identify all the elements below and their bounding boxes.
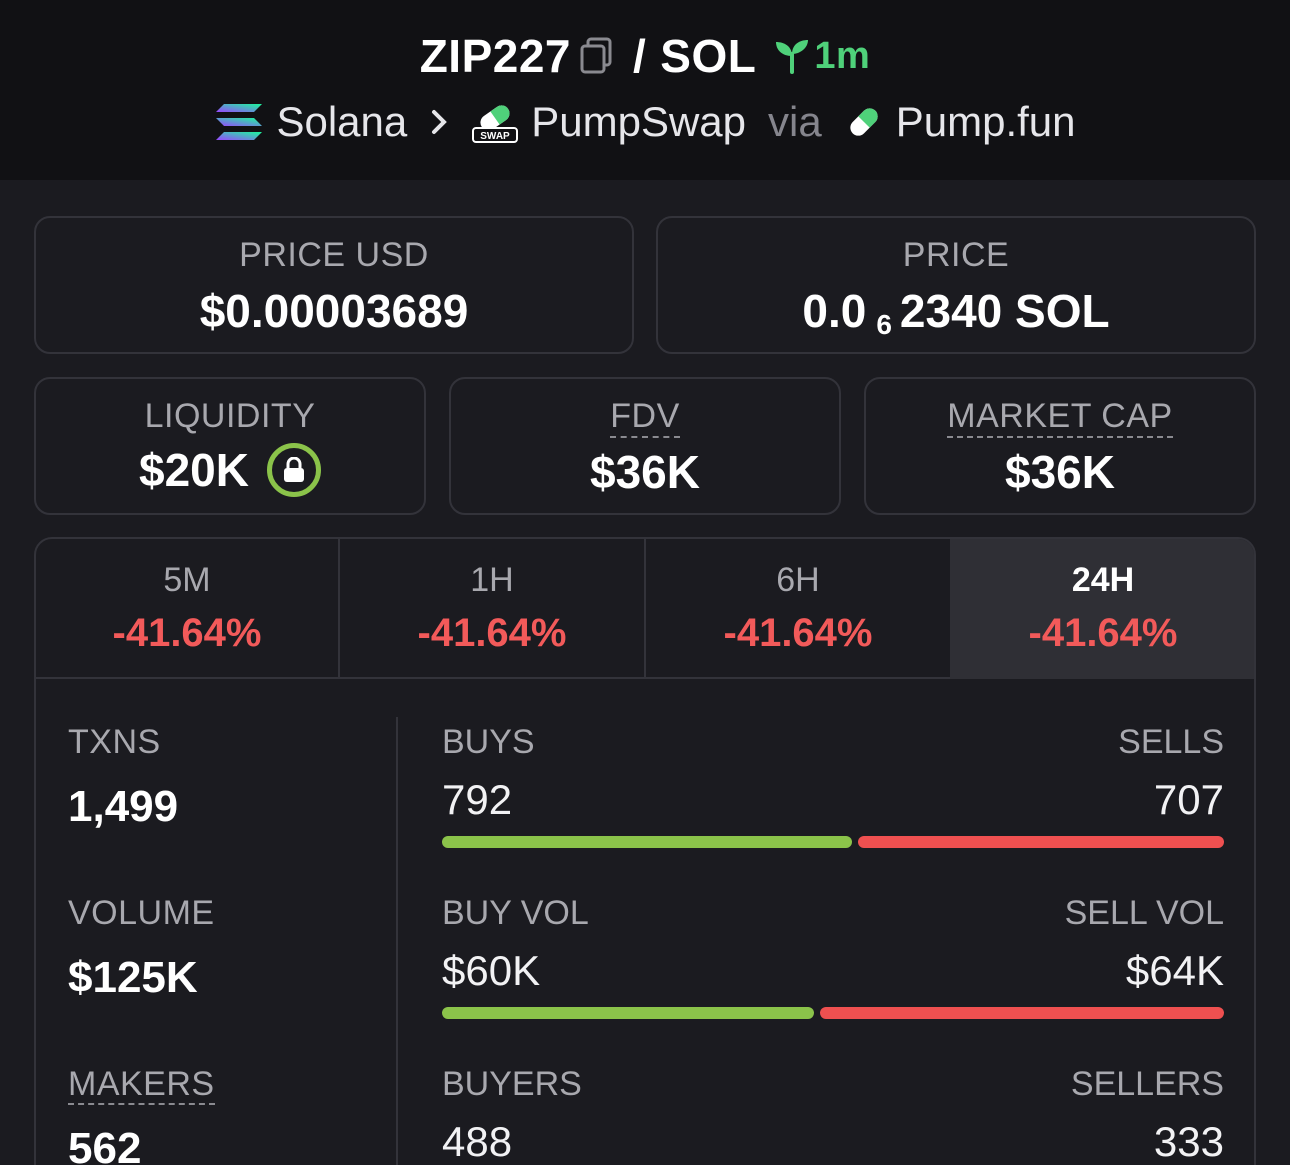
sell-vol-label: SELL VOL — [1064, 894, 1224, 932]
price-native-label: PRICE — [902, 236, 1010, 274]
tab-change: -41.64% — [723, 611, 873, 655]
breadcrumb: Solana SWAP PumpSwap via P — [0, 94, 1290, 150]
fdv-card: FDV $36K — [449, 377, 841, 515]
price-usd-value: $0.00003689 — [199, 285, 469, 337]
tab-label: 5M — [163, 561, 211, 599]
buys-label: BUYS — [442, 723, 535, 761]
pair-separator: / — [633, 30, 647, 82]
txns-value: 1,499 — [68, 782, 179, 831]
sprout-icon — [772, 36, 812, 76]
liquidity-card: LIQUIDITY $20K — [34, 377, 426, 515]
market-cap-label[interactable]: MARKET CAP — [866, 397, 1254, 438]
pair-header: ZIP227 / SOL 1m — [0, 0, 1290, 180]
sells-label: SELLS — [1118, 723, 1224, 761]
buy-vol-bar — [442, 1007, 814, 1019]
buys-sells-bar — [442, 836, 1224, 848]
solana-icon — [214, 102, 264, 142]
buy-bar — [442, 836, 852, 848]
timeframe-tabs: 5M -41.64% 1H -41.64% 6H -41.64% 24H -41… — [36, 539, 1254, 679]
sellers-label: SELLERS — [1070, 1065, 1224, 1103]
makers-value: 562 — [68, 1124, 142, 1165]
makers-label[interactable]: MAKERS — [68, 1065, 215, 1105]
copy-icon[interactable] — [579, 37, 613, 75]
liquidity-label: LIQUIDITY — [144, 397, 316, 435]
dex-link[interactable]: PumpSwap — [531, 98, 747, 145]
sell-bar — [858, 836, 1224, 848]
liquidity-value: $20K — [139, 444, 249, 496]
volume-label: VOLUME — [68, 894, 215, 932]
tab-6h[interactable]: 6H -41.64% — [644, 539, 950, 679]
sell-vol-value: $64K — [1125, 947, 1224, 994]
buys-value: 792 — [442, 776, 513, 823]
price-native-suffix: 2340 SOL — [899, 285, 1110, 337]
buy-vol-label: BUY VOL — [442, 894, 589, 932]
buyers-sellers-row: BUYERS SELLERS 488 333 — [442, 1065, 1224, 1165]
buyers-value: 488 — [442, 1118, 513, 1165]
chevron-right-icon — [429, 108, 449, 136]
age-text: 1m — [814, 34, 871, 77]
market-cap-card: MARKET CAP $36K — [864, 377, 1256, 515]
tab-change: -41.64% — [112, 611, 262, 655]
sell-vol-bar — [820, 1007, 1224, 1019]
sells-value: 707 — [1153, 776, 1224, 823]
token-symbol: ZIP227 — [419, 30, 572, 82]
buy-sell-volume-bar — [442, 1007, 1224, 1019]
volume-stat: VOLUME $125K — [68, 894, 215, 1003]
via-text: via — [768, 98, 822, 145]
tab-1h[interactable]: 1H -41.64% — [338, 539, 644, 679]
price-usd-label: PRICE USD — [239, 236, 429, 274]
buyers-label: BUYERS — [442, 1065, 582, 1103]
chain-link[interactable]: Solana — [276, 98, 408, 145]
stats-panel: 5M -41.64% 1H -41.64% 6H -41.64% 24H -41… — [34, 537, 1256, 1165]
liquidity-value-row: $20K — [36, 443, 424, 497]
price-usd-card: PRICE USD $0.00003689 — [34, 216, 634, 354]
pair-age: 1m — [772, 35, 870, 78]
tab-change: -41.64% — [417, 611, 567, 655]
pumpswap-icon: SWAP — [471, 100, 519, 144]
price-native-zero-count: 6 — [876, 309, 892, 340]
tab-label: 6H — [776, 561, 820, 599]
column-divider — [396, 717, 398, 1165]
swap-badge-text: SWAP — [481, 131, 511, 142]
market-cap-value: $36K — [1005, 446, 1115, 498]
launchpad-link[interactable]: Pump.fun — [895, 98, 1076, 145]
tab-label: 1H — [470, 561, 514, 599]
volume-value: $125K — [68, 953, 198, 1002]
tab-change: -41.64% — [1028, 611, 1178, 655]
quote-symbol: SOL — [660, 30, 757, 82]
buys-sells-row: BUYS SELLS 792 707 — [442, 723, 1224, 848]
txns-label: TXNS — [68, 723, 161, 761]
buy-sell-volume-row: BUY VOL SELL VOL $60K $64K — [442, 894, 1224, 1019]
price-native-prefix: 0.0 — [802, 285, 867, 337]
price-native-value: 0.0 6 2340 SOL — [658, 284, 1254, 340]
txns-stat: TXNS 1,499 — [68, 723, 178, 832]
sellers-value: 333 — [1153, 1118, 1224, 1165]
fdv-value: $36K — [590, 446, 700, 498]
buy-vol-value: $60K — [442, 947, 541, 994]
tab-label: 24H — [1071, 561, 1135, 599]
makers-stat: MAKERS 562 — [68, 1065, 215, 1165]
tab-24h[interactable]: 24H -41.64% — [950, 539, 1254, 679]
tab-5m[interactable]: 5M -41.64% — [36, 539, 338, 679]
fdv-label[interactable]: FDV — [451, 397, 839, 438]
price-native-card: PRICE 0.0 6 2340 SOL — [656, 216, 1256, 354]
pumpfun-icon — [844, 102, 884, 142]
lock-icon[interactable] — [266, 443, 321, 497]
pair-title: ZIP227 / SOL 1m — [0, 28, 1290, 84]
